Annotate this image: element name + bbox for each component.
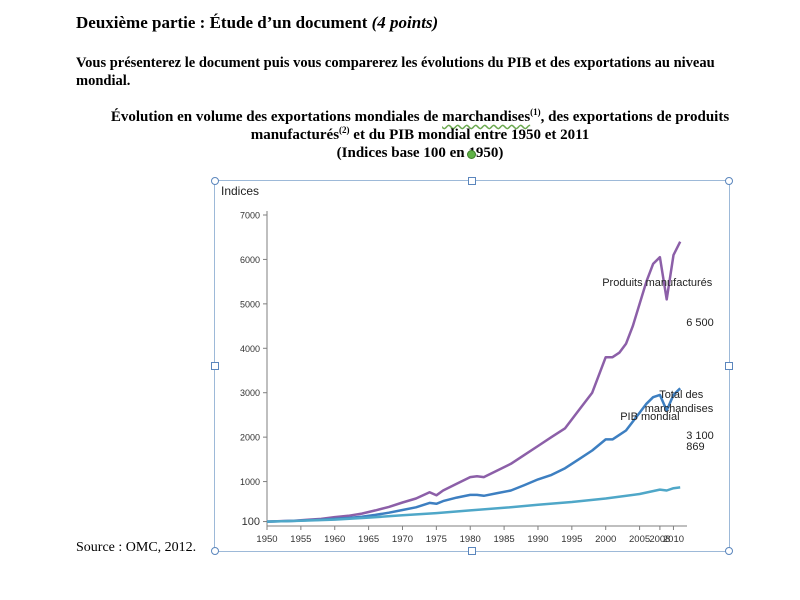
section-title-text: Deuxième partie : Étude d’un document: [76, 13, 368, 32]
x-tick-label: 1950: [256, 534, 277, 545]
section-points: (4 points): [371, 13, 439, 32]
series-end-value-label: 869: [686, 441, 704, 453]
doc-title-part3: et du PIB mondial entre 1950 et 2011: [349, 127, 590, 143]
chart-selection-frame[interactable]: Indices 100 1000 2000 3000 4000 5000 6000 7000 1…: [214, 180, 730, 552]
y-tick-label: 6000: [240, 255, 260, 265]
resize-handle-bottom-left[interactable]: [211, 547, 219, 555]
x-tick-label: 1955: [290, 534, 311, 545]
series-end-value-label: 3 100: [686, 430, 714, 442]
series-line-produits-manufactures: [266, 241, 682, 523]
series-name-label: Total des: [659, 389, 704, 401]
source-note: Source : OMC, 2012.: [76, 540, 197, 555]
chart-series: [266, 241, 682, 523]
chart-axes: 100 1000 2000 3000 4000 5000 6000 7000 1950 1955 1…: [240, 211, 687, 545]
document-title: Évolution en volume des exportations mon…: [60, 108, 780, 162]
y-axis-label: Indices: [221, 184, 259, 198]
y-tick-label: 100: [242, 516, 260, 528]
x-tick-label: 1990: [527, 534, 548, 545]
series-line-total-des-marchandises: [266, 387, 682, 523]
x-tick-label: 2005: [629, 534, 650, 545]
rotate-handle[interactable]: [467, 150, 476, 159]
y-tick-label: 4000: [240, 344, 260, 354]
resize-handle-top-left[interactable]: [211, 177, 219, 185]
resize-handle-middle-right[interactable]: [725, 362, 733, 370]
resize-handle-bottom-right[interactable]: [725, 547, 733, 555]
x-tick-label: 1975: [426, 534, 447, 545]
series-line-pib-mondial: [266, 486, 681, 523]
x-tick-label: 2010: [663, 534, 684, 545]
doc-title-part2: , des exportations de produits manufactu…: [250, 109, 730, 143]
resize-handle-middle-left[interactable]: [211, 362, 219, 370]
section-title: Deuxième partie : Étude d’un document (4…: [76, 13, 438, 33]
resize-handle-top-middle[interactable]: [468, 177, 476, 185]
x-tick-label: 1960: [324, 534, 345, 545]
series-name-label: PIB mondial: [620, 411, 679, 423]
y-tick-label: 5000: [240, 299, 260, 309]
footnote-ref-2: (2): [339, 125, 350, 135]
series-name-label: Produits manufacturés: [602, 277, 713, 289]
x-tick-label: 2008: [649, 534, 670, 545]
instruction-text: Vous présenterez le document puis vous c…: [76, 55, 715, 89]
x-tick-label: 1965: [358, 534, 379, 545]
resize-handle-bottom-middle[interactable]: [468, 547, 476, 555]
doc-title-part1: Évolution en volume des exportations mon…: [110, 109, 443, 125]
line-chart: Indices 10010002000300040005000600070001…: [221, 184, 714, 545]
x-tick-label: 1980: [460, 534, 481, 545]
x-tick-label: 1995: [561, 534, 582, 545]
series-name-label: marchandises: [645, 403, 714, 415]
doc-title-line3: (Indices base 100 en 1950): [336, 145, 504, 161]
y-tick-label: 2000: [240, 433, 260, 443]
x-tick-label: 1985: [494, 534, 515, 545]
doc-title-marchandises: marchandises: [442, 109, 531, 125]
footnote-ref-1: (1): [530, 107, 541, 117]
y-tick-label: 7000: [240, 211, 260, 221]
y-tick-label: 1000: [240, 477, 260, 487]
x-tick-label: 1970: [392, 534, 413, 545]
series-end-value-label: 6 500: [686, 317, 714, 329]
resize-handle-top-right[interactable]: [725, 177, 733, 185]
x-tick-label: 2000: [595, 534, 616, 545]
y-tick-label: 3000: [240, 388, 260, 398]
chart-series-labels: Produits manufacturés 6 500 Total des march…: [602, 277, 714, 453]
